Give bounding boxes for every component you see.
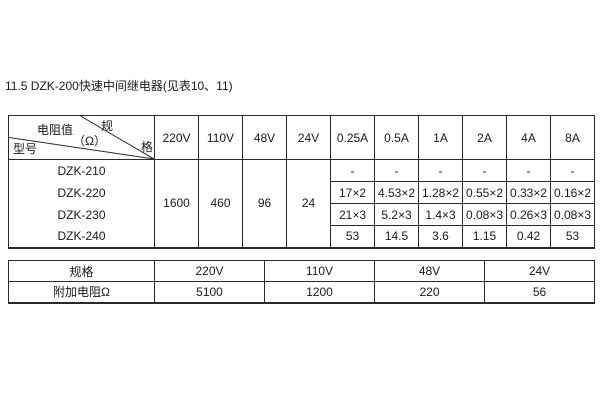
value-cell: 3.6	[418, 225, 463, 248]
table-row-dzk-210: DZK-210 1600 460 96 24 - - - - - -	[8, 159, 595, 248]
col-header-48v: 48V	[242, 115, 287, 160]
corner-label-resistance: 电阻值	[37, 123, 74, 137]
spec-header-220v: 220V	[154, 260, 265, 282]
value-cell-220v: 1600	[154, 159, 199, 248]
value-cell: -	[506, 159, 551, 182]
diagonal-divider-icon	[9, 116, 154, 159]
value-cell: 0.55×2	[462, 181, 507, 204]
value-cell-24v: 24	[286, 159, 331, 248]
spec-value-cell: 56	[484, 281, 595, 303]
value-cell: 0.08×3	[550, 203, 595, 226]
value-cell: -	[418, 159, 463, 182]
spec-header-110v: 110V	[264, 260, 375, 282]
value-cell: 17×2	[330, 181, 375, 204]
col-header-2a: 2A	[462, 115, 507, 160]
col-header-8a: 8A	[550, 115, 595, 160]
header-row: 规 格 电阻值 （Ω） 型号 220V 110V 48V 24V 0.25A 0…	[8, 115, 595, 160]
value-cell: 14.5	[374, 225, 419, 248]
spec-row-label: 规格	[8, 260, 155, 282]
value-cell: 1.28×2	[418, 181, 463, 204]
value-cell: -	[462, 159, 507, 182]
value-cell-48v: 96	[242, 159, 287, 248]
value-cell: 4.53×2	[374, 181, 419, 204]
value-cell: 53	[550, 225, 595, 248]
corner-label-ohm-unit: （Ω）	[73, 134, 106, 148]
value-cell-110v: 460	[198, 159, 243, 248]
corner-header-cell: 规 格 电阻值 （Ω） 型号	[8, 115, 155, 160]
corner-label-spec-bottom: 格	[141, 140, 154, 154]
additional-resistance-table: 规格 220V 110V 48V 24V 附加电阻Ω 5100 1200 220…	[8, 260, 595, 304]
value-cell: -	[330, 159, 375, 182]
col-header-24v: 24V	[286, 115, 331, 160]
value-cell: 5.2×3	[374, 203, 419, 226]
value-cell: 0.33×2	[506, 181, 551, 204]
spec-header-48v: 48V	[374, 260, 485, 282]
spec-row-label: 附加电阻Ω	[8, 281, 155, 303]
value-cell: 21×3	[330, 203, 375, 226]
value-cell: -	[550, 159, 595, 182]
spec-header-24v: 24V	[484, 260, 595, 282]
corner-label-spec-top: 规	[101, 119, 114, 133]
value-cell: -	[374, 159, 419, 182]
corner-label-model: 型号	[13, 142, 38, 156]
col-header-110v: 110V	[198, 115, 243, 160]
spec-value-cell: 5100	[154, 281, 265, 303]
value-cell: 1.15	[462, 225, 507, 248]
col-header-1a: 1A	[418, 115, 463, 160]
spec-value-row: 附加电阻Ω 5100 1200 220 56	[8, 281, 595, 303]
spec-header-row: 规格 220V 110V 48V 24V	[8, 260, 595, 282]
value-cell: 0.08×3	[462, 203, 507, 226]
spec-value-cell: 220	[374, 281, 485, 303]
value-cell: 0.26×3	[506, 203, 551, 226]
model-cell: DZK-220	[8, 181, 155, 204]
model-cell: DZK-240	[8, 225, 155, 248]
table-row-dzk-220: DZK-220 17×2 4.53×2 1.28×2 0.55×2 0.33×2…	[8, 181, 595, 204]
col-header-0.25a: 0.25A	[330, 115, 375, 160]
resistance-table: 规 格 电阻值 （Ω） 型号 220V 110V 48V 24V 0.25A 0…	[8, 115, 595, 249]
value-cell: 1.4×3	[418, 203, 463, 226]
table-row-dzk-240: DZK-240 53 14.5 3.6 1.15 0.42 53	[8, 225, 595, 248]
model-cell: DZK-210	[8, 159, 155, 182]
col-header-0.5a: 0.5A	[374, 115, 419, 160]
model-cell: DZK-230	[8, 203, 155, 226]
col-header-220v: 220V	[154, 115, 199, 160]
spec-value-cell: 1200	[264, 281, 375, 303]
col-header-4a: 4A	[506, 115, 551, 160]
value-cell: 53	[330, 225, 375, 248]
section-title: 11.5 DZK-200快速中间继电器(见表10、11)	[5, 79, 233, 93]
value-cell: 0.42	[506, 225, 551, 248]
value-cell: 0.16×2	[550, 181, 595, 204]
